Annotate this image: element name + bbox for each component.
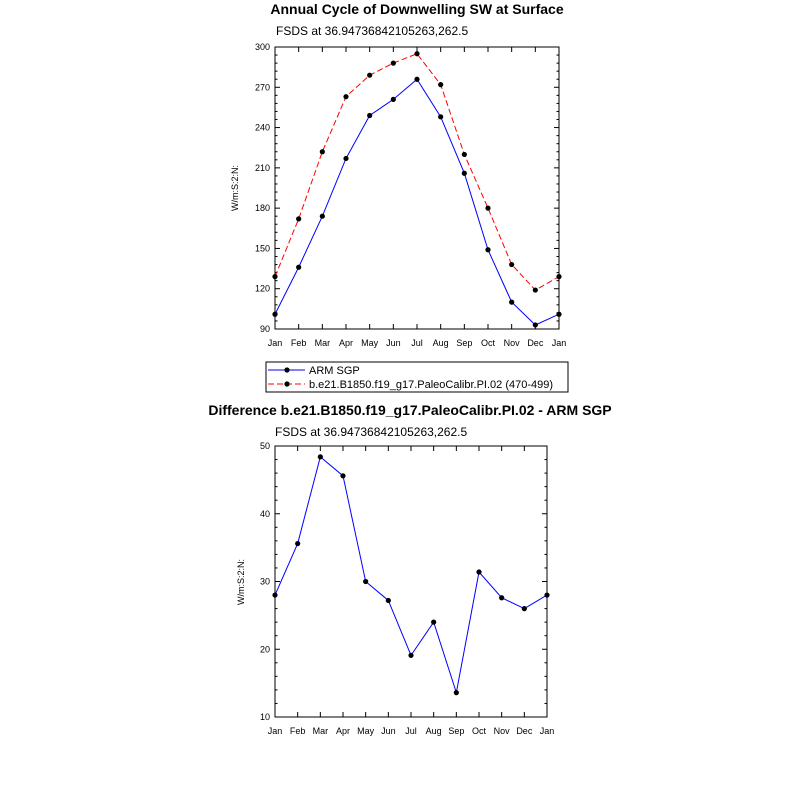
- bottom-xtick-label: Sep: [448, 726, 464, 736]
- top-series-1-point: [343, 94, 349, 100]
- bottom-xtick-label: Oct: [472, 726, 487, 736]
- bottom-xtick-label: Apr: [336, 726, 350, 736]
- bottom-series-0-point: [431, 619, 437, 625]
- bottom-series-0-point: [272, 592, 278, 598]
- top-ytick-label: 240: [255, 123, 270, 133]
- bottom-plot-area: 10 20 30 40 50 Jan Feb Mar Apr May Jun Jul Aug Sep Oct…: [260, 441, 554, 736]
- top-series-1-point: [414, 51, 420, 57]
- bottom-xtick-label: Jun: [381, 726, 396, 736]
- bottom-xtick-label: Jan: [268, 726, 283, 736]
- top-series-line-1: [274, 53, 560, 291]
- top-series-1-point: [438, 82, 444, 88]
- top-ytick-label: 180: [255, 203, 270, 213]
- top-xtick-label: Jan: [268, 338, 283, 348]
- top-xtick-label: Nov: [504, 338, 521, 348]
- bottom-xtick-label: Jul: [405, 726, 417, 736]
- top-xtick-label: Mar: [315, 338, 331, 348]
- top-series-1-point: [296, 216, 302, 222]
- top-xtick-label: Feb: [291, 338, 307, 348]
- top-series-1-point: [461, 151, 467, 158]
- top-series-1-point: [367, 72, 373, 78]
- top-plot-area: 90 120 150 180 210 240 270 300 Jan Feb Mar Apr May Ju…: [255, 42, 566, 348]
- top-series-1-point: [319, 149, 325, 155]
- bottom-series-0-point: [295, 540, 301, 547]
- bottom-xtick-label: Jan: [540, 726, 555, 736]
- top-ytick-label: 270: [255, 82, 270, 92]
- top-series-1-point: [556, 274, 562, 280]
- bottom-xtick-label: Dec: [516, 726, 533, 736]
- bottom-ytick-label: 10: [260, 712, 270, 722]
- top-xtick-label: Dec: [527, 338, 544, 348]
- top-chart-title: Annual Cycle of Downwelling SW at Surfac…: [270, 1, 563, 17]
- bottom-series-0-point: [340, 473, 346, 479]
- bottom-chart-subtitle: FSDS at 36.94736842105263,262.5: [275, 425, 467, 439]
- legend-box: [265, 361, 569, 393]
- top-series-1-point: [390, 60, 396, 66]
- legend: ARM SGP b.e21.B1850.f19_g17.PaleoCalibr.…: [265, 361, 569, 393]
- bottom-chart-title: Difference b.e21.B1850.f19_g17.PaleoCali…: [208, 402, 611, 418]
- top-xtick-label: Jun: [386, 338, 401, 348]
- top-xtick-label: May: [361, 338, 379, 348]
- top-series-1-point: [532, 287, 538, 293]
- top-series-0-point: [367, 112, 373, 119]
- bottom-ytick-label: 40: [260, 509, 270, 519]
- bottom-series-0-point: [521, 606, 527, 612]
- bottom-frame: [274, 445, 548, 718]
- top-series-0-point: [485, 247, 491, 253]
- legend-label-arm-sgp: ARM SGP: [309, 365, 360, 377]
- top-xtick-label: Aug: [433, 338, 449, 348]
- bottom-series-0-point: [499, 595, 505, 601]
- top-chart-ylabel: W/m:S:2:N:: [230, 165, 240, 211]
- top-series-1-point: [509, 261, 515, 268]
- top-series-0-point: [272, 311, 278, 317]
- legend-marker-model: [284, 381, 290, 387]
- top-series-0-point: [532, 322, 538, 328]
- top-xtick-label: Jan: [552, 338, 567, 348]
- top-ytick-label: 150: [255, 243, 270, 253]
- bottom-series-0-point: [476, 569, 482, 575]
- bottom-xtick-label: Aug: [426, 726, 442, 736]
- bottom-ytick-label: 50: [260, 441, 270, 451]
- bottom-series-0-point: [544, 592, 550, 598]
- bottom-chart-ylabel: W/m:S:2:N:: [236, 559, 246, 605]
- bottom-series-0-point: [453, 690, 459, 696]
- top-series-0-point: [461, 170, 467, 176]
- top-series-0-point: [343, 155, 349, 162]
- top-series-0-point: [319, 213, 325, 219]
- legend-label-model: b.e21.B1850.f19_g17.PaleoCalibr.PI.02 (4…: [309, 379, 553, 391]
- top-series-line-0: [274, 78, 560, 326]
- legend-marker-arm-sgp: [284, 367, 290, 373]
- bottom-xtick-label: Nov: [494, 726, 511, 736]
- top-xtick-label: Oct: [481, 338, 496, 348]
- bottom-ytick-label: 30: [260, 577, 270, 587]
- top-ytick-label: 210: [255, 163, 270, 173]
- bottom-series-0-point: [317, 454, 323, 460]
- top-series-0-point: [296, 264, 302, 270]
- bottom-xtick-label: Feb: [290, 726, 306, 736]
- bottom-xtick-label: May: [357, 726, 375, 736]
- bottom-ytick-label: 20: [260, 644, 270, 654]
- bottom-xtick-label: Mar: [313, 726, 329, 736]
- top-xtick-label: Jul: [411, 338, 423, 348]
- top-series-0-point: [556, 311, 562, 317]
- top-series-1-point: [485, 205, 491, 211]
- bottom-series-0-point: [408, 652, 414, 658]
- bottom-series-0-point: [385, 597, 391, 604]
- top-series-0-point: [438, 114, 444, 120]
- top-series-0-point: [509, 299, 515, 305]
- top-ytick-label: 120: [255, 284, 270, 294]
- top-xtick-label: Sep: [456, 338, 472, 348]
- top-series-1-point: [272, 274, 278, 280]
- top-ytick-label: 300: [255, 42, 270, 52]
- top-series-0-point: [414, 76, 420, 82]
- top-frame: [274, 46, 560, 330]
- top-ytick-label: 90: [260, 324, 270, 334]
- top-xtick-label: Apr: [339, 338, 353, 348]
- bottom-series-0-point: [363, 578, 369, 585]
- top-chart-subtitle: FSDS at 36.94736842105263,262.5: [276, 24, 468, 38]
- top-series-0-point: [390, 96, 396, 102]
